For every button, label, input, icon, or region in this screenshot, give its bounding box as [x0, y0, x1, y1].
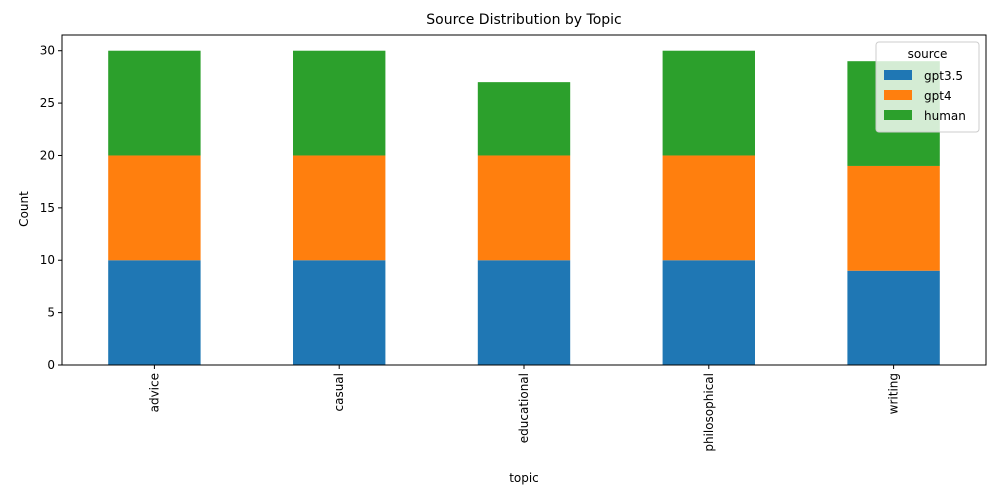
- bar-gpt3.5-educational: [477, 260, 571, 365]
- x-axis-label: topic: [509, 471, 539, 485]
- bar-human-advice: [108, 50, 201, 156]
- chart-title: Source Distribution by Topic: [426, 12, 622, 28]
- y-tick-label: 30: [40, 44, 55, 58]
- y-tick-label: 10: [40, 253, 55, 267]
- bar-gpt4-educational: [477, 155, 571, 261]
- y-tick-label: 5: [47, 306, 55, 320]
- x-tick-label: writing: [887, 373, 901, 414]
- x-tick-label: casual: [332, 373, 346, 412]
- bar-gpt3.5-philosophical: [662, 260, 755, 365]
- bar-human-educational: [477, 82, 571, 156]
- legend-label-gpt3.5: gpt3.5: [924, 69, 963, 83]
- x-axis: advice casual educational philosophical writ…: [147, 365, 901, 452]
- bar-gpt4-writing: [847, 165, 940, 271]
- bar-human-casual: [293, 50, 386, 156]
- legend-swatch-human: [884, 110, 912, 120]
- bar-gpt4-advice: [108, 155, 201, 261]
- plot-frame: [61, 34, 987, 366]
- y-axis-label: Count: [17, 191, 31, 227]
- legend-swatch-gpt3.5: [884, 70, 912, 80]
- bar-gpt3.5-casual: [293, 260, 386, 365]
- x-tick-label: advice: [147, 373, 161, 412]
- x-tick-label: educational: [517, 373, 531, 443]
- x-tick-label: philosophical: [702, 373, 716, 452]
- y-tick-label: 0: [47, 358, 55, 372]
- bar-gpt4-casual: [293, 155, 386, 261]
- y-tick-label: 25: [40, 96, 55, 110]
- y-tick-label: 20: [40, 148, 55, 162]
- y-tick-label: 15: [40, 201, 55, 215]
- legend-label-human: human: [924, 109, 966, 123]
- bar-gpt3.5-writing: [847, 270, 940, 365]
- bar-human-philosophical: [662, 50, 755, 156]
- legend-label-gpt4: gpt4: [924, 89, 952, 103]
- bar-gpt3.5-advice: [108, 260, 201, 365]
- legend-box: [875, 41, 980, 133]
- legend-swatch-gpt4: [884, 90, 912, 100]
- legend: source gpt3.5 gpt4 human: [875, 41, 980, 133]
- bars-layer: [108, 50, 940, 365]
- y-axis: 0 5 10 15 20 25 30: [40, 44, 62, 372]
- legend-title: source: [908, 47, 948, 61]
- bar-gpt4-philosophical: [662, 155, 755, 261]
